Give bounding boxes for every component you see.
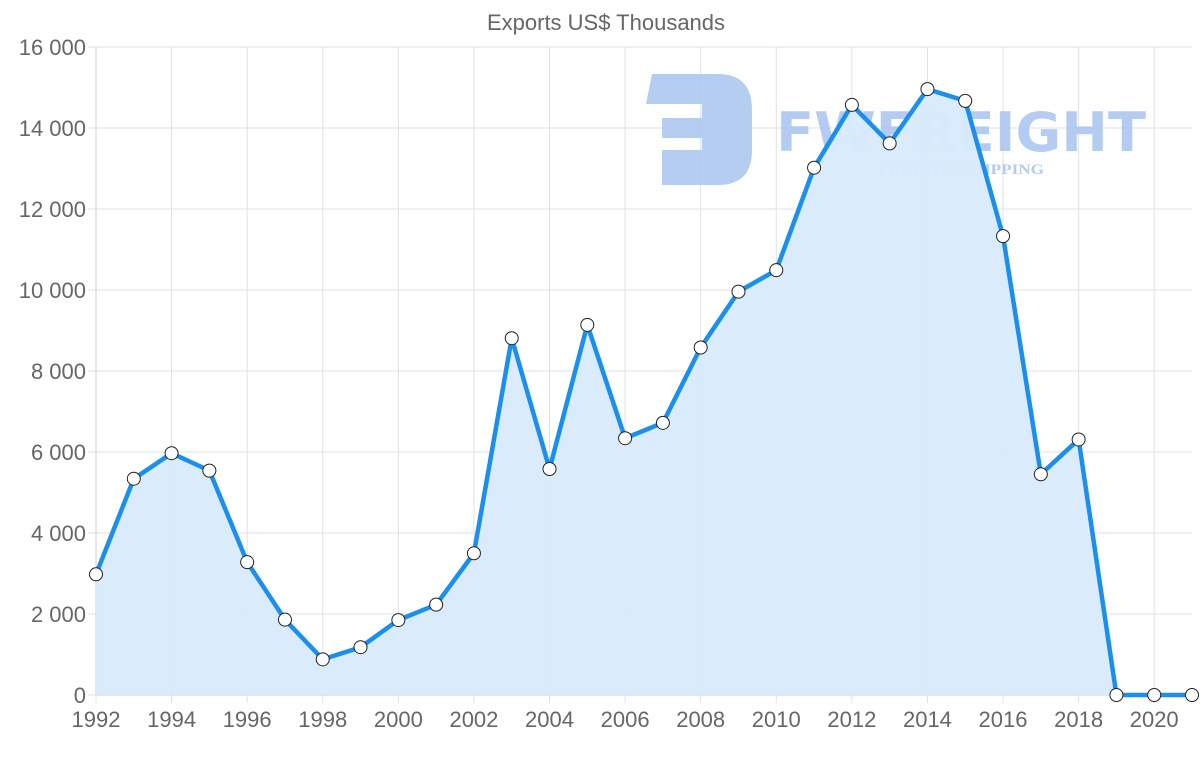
data-point-marker	[315, 652, 330, 667]
data-point-marker	[164, 446, 179, 461]
series-line	[93, 86, 1192, 698]
data-point-marker	[429, 597, 444, 612]
data-point-marker	[655, 415, 670, 430]
x-tick-label: 2012	[827, 707, 876, 732]
data-point-marker	[580, 317, 595, 332]
data-point-marker	[202, 463, 217, 478]
data-point-marker	[958, 93, 973, 108]
x-tick-label: 1994	[147, 707, 196, 732]
data-point-marker	[693, 340, 708, 355]
x-tick-label: 1998	[298, 707, 347, 732]
data-point-marker	[996, 229, 1011, 244]
data-point-marker	[920, 82, 935, 97]
x-tick-label: 1992	[72, 707, 121, 732]
x-tick-label: 2014	[903, 707, 952, 732]
data-point-marker	[844, 97, 859, 112]
data-point-marker	[89, 567, 103, 582]
data-point-marker	[769, 263, 784, 278]
data-point-marker	[618, 431, 633, 446]
data-point-marker	[807, 160, 822, 175]
area-fill	[96, 89, 1192, 696]
data-point-marker	[240, 555, 255, 570]
x-tick-label: 2020	[1130, 707, 1179, 732]
data-point-marker	[353, 640, 368, 655]
y-tick-label: 6 000	[31, 440, 86, 465]
data-point-marker	[1109, 688, 1124, 702]
data-point-marker	[731, 284, 746, 299]
data-point-marker	[126, 471, 141, 486]
watermark-logo-icon	[646, 74, 752, 185]
y-tick-label: 14 000	[19, 116, 86, 141]
x-tick-label: 2004	[525, 707, 574, 732]
x-tick-label: 2000	[374, 707, 423, 732]
y-tick-label: 2 000	[31, 602, 86, 627]
x-tick-label: 2008	[676, 707, 725, 732]
y-tick-label: 16 000	[19, 35, 86, 60]
data-points	[89, 82, 1199, 702]
y-tick-label: 8 000	[31, 359, 86, 384]
y-tick-label: 0	[74, 683, 86, 708]
chart-title: Exports US$ Thousands	[487, 10, 725, 35]
y-tick-label: 12 000	[19, 197, 86, 222]
data-point-marker	[1033, 467, 1048, 482]
data-point-marker	[1071, 432, 1086, 447]
x-tick-label: 2018	[1054, 707, 1103, 732]
data-point-marker	[542, 462, 557, 477]
data-point-marker	[391, 613, 406, 628]
data-point-marker	[1185, 688, 1199, 702]
x-tick-label: 1996	[223, 707, 272, 732]
data-point-marker	[504, 331, 519, 346]
y-axis: 0 2 000 4 000 6 000 8 000 10 000 12 000 14 000 1…	[19, 35, 86, 708]
data-point-marker	[277, 612, 292, 627]
x-axis: 1992 1994 1996 1998 2000 2002 2004 2006 2008 2010…	[72, 707, 1179, 732]
x-tick-label: 2006	[601, 707, 650, 732]
y-tick-label: 10 000	[19, 278, 86, 303]
x-tick-label: 2002	[449, 707, 498, 732]
data-point-marker	[882, 136, 897, 151]
data-point-marker	[466, 546, 481, 561]
x-tick-label: 2010	[752, 707, 801, 732]
y-tick-label: 4 000	[31, 521, 86, 546]
data-point-marker	[1147, 688, 1162, 702]
x-tick-label: 2016	[979, 707, 1028, 732]
